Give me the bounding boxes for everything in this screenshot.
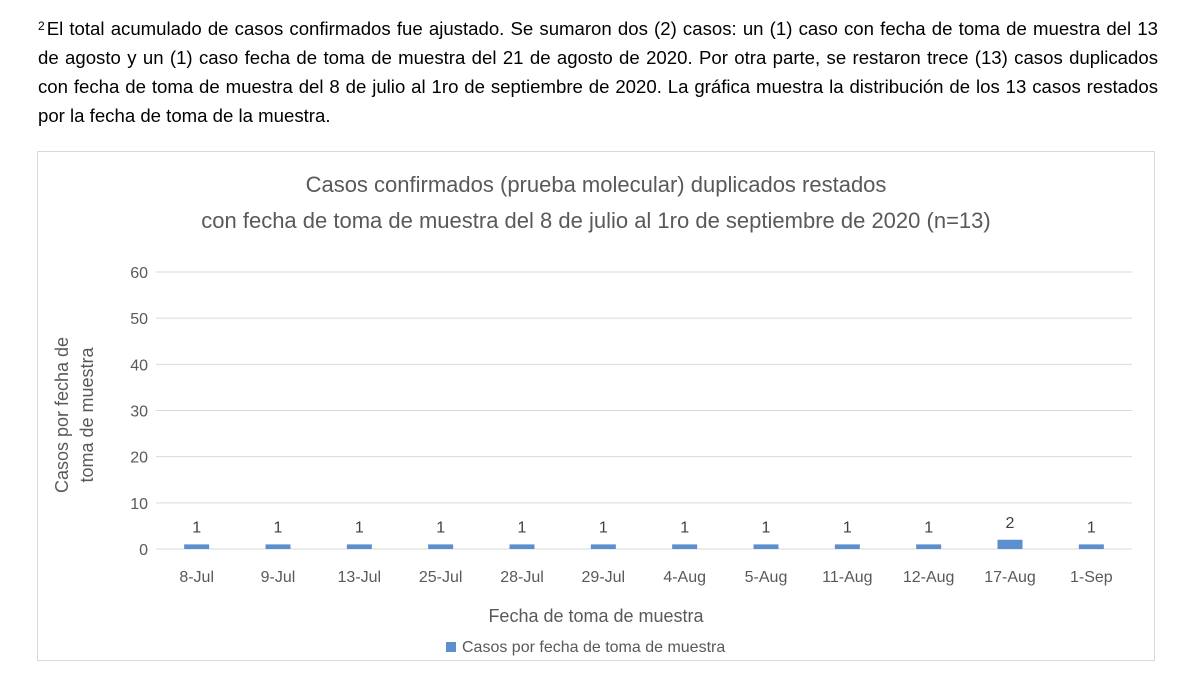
y-axis-ticks: 0 10 20 30 40 50 60 [130, 265, 148, 559]
x-tick-label: 17-Aug [984, 569, 1036, 586]
bar [1078, 544, 1104, 549]
legend-label: Casos por fecha de toma de muestra [462, 639, 725, 656]
y-axis-title-line-1: Casos por fecha de [52, 337, 72, 493]
bar [753, 544, 779, 549]
x-tick-label: 13-Jul [338, 569, 382, 586]
data-label: 1 [518, 519, 527, 536]
y-tick-label: 60 [130, 265, 148, 282]
y-tick-label: 20 [130, 450, 148, 467]
bar [184, 544, 210, 549]
x-tick-label: 25-Jul [419, 569, 463, 586]
gridlines [156, 271, 1132, 550]
bar [346, 544, 372, 549]
bar [997, 539, 1023, 549]
x-axis-title: Fecha de toma de muestra [488, 606, 704, 626]
data-label: 1 [274, 519, 283, 536]
data-label: 2 [1006, 515, 1015, 532]
y-tick-label: 10 [130, 496, 148, 513]
x-tick-label: 9-Jul [261, 569, 296, 586]
chart-frame: Casos confirmados (prueba molecular) dup… [37, 151, 1155, 661]
y-axis-title-line-2: toma de muestra [77, 346, 97, 482]
data-labels: 1 1 1 1 1 1 1 1 1 1 2 1 [192, 515, 1096, 537]
data-label: 1 [924, 519, 933, 536]
bar [509, 544, 535, 549]
legend-swatch [446, 642, 456, 652]
bar [672, 544, 698, 549]
data-label: 1 [599, 519, 608, 536]
x-tick-label: 28-Jul [500, 569, 544, 586]
x-tick-label: 4-Aug [663, 569, 706, 586]
x-tick-label: 1-Sep [1070, 569, 1113, 586]
bar [265, 544, 291, 549]
x-axis-ticks: 8-Jul 9-Jul 13-Jul 25-Jul 28-Jul 29-Jul 4-Aug 5… [179, 569, 1112, 586]
x-tick-label: 8-Jul [179, 569, 214, 586]
data-label: 1 [843, 519, 852, 536]
chart-title: Casos confirmados (prueba molecular) dup… [306, 172, 887, 197]
footnote-marker: 2 [38, 19, 45, 33]
y-tick-label: 50 [130, 311, 148, 328]
bar [916, 544, 942, 549]
y-tick-label: 30 [130, 404, 148, 421]
bar [428, 544, 454, 549]
y-tick-label: 40 [130, 357, 148, 374]
footnote: 2 El total acumulado de casos confirmados… [38, 14, 1158, 130]
x-tick-label: 5-Aug [745, 569, 788, 586]
x-tick-label: 29-Jul [582, 569, 626, 586]
x-tick-label: 12-Aug [903, 569, 955, 586]
x-tick-label: 11-Aug [822, 569, 872, 586]
data-label: 1 [192, 519, 201, 536]
data-label: 1 [762, 519, 771, 536]
bar-chart: Casos confirmados (prueba molecular) dup… [52, 172, 1132, 656]
bar [834, 544, 860, 549]
bar [590, 544, 616, 549]
footnote-text: El total acumulado de casos confirmados … [38, 18, 1158, 126]
y-tick-label: 0 [139, 542, 148, 559]
data-label: 1 [1087, 519, 1096, 536]
data-label: 1 [436, 519, 445, 536]
bars [184, 539, 1104, 549]
data-label: 1 [680, 519, 689, 536]
data-label: 1 [355, 519, 364, 536]
chart-subtitle: con fecha de toma de muestra del 8 de ju… [201, 208, 990, 233]
